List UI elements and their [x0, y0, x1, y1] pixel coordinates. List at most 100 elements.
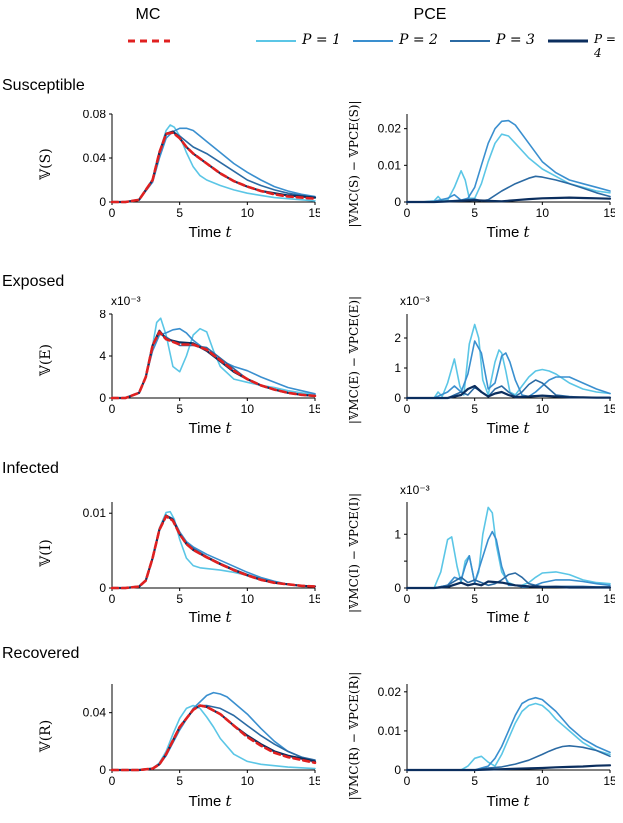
ylabel-var-r: 𝕍(R)	[38, 719, 54, 753]
series-mc	[110, 131, 317, 204]
x-tick-label: 5	[176, 402, 183, 416]
x-tick-label: 10	[536, 206, 550, 220]
x-tick-label: 15	[603, 206, 615, 220]
ylabel-var-s: 𝕍(S)	[38, 148, 54, 180]
exponent-exposed-right: x10⁻³	[400, 294, 430, 308]
y-tick-label: 0	[394, 195, 401, 209]
y-tick-label: 0.08	[83, 110, 107, 121]
y-tick-label: 0	[394, 391, 401, 405]
ylabel-err-e: |𝕍MC(E) − 𝕍PCE(E)|	[347, 295, 361, 425]
x-tick-label: 0	[109, 774, 116, 788]
ylabel-err-i: |𝕍MC(I) − 𝕍PCE(I)|	[347, 492, 361, 614]
legend-p4-label: P = 4	[594, 32, 616, 60]
x-tick-label: 0	[404, 206, 411, 220]
series-p3	[111, 514, 316, 589]
x-tick-label: 0	[404, 774, 411, 788]
x-tick-label: 15	[308, 592, 320, 606]
exponent-exposed-left: x10⁻³	[111, 294, 141, 308]
mc-header: MC	[135, 6, 161, 23]
x-tick-label: 0	[109, 402, 116, 416]
series-p4	[110, 704, 317, 772]
x-tick-label: 5	[176, 206, 183, 220]
chart-exposed-error: 0 5 10 15 0 1 2	[394, 314, 615, 416]
x-tick-label: 15	[603, 774, 615, 788]
xlabel-var-s: Time t	[188, 223, 232, 241]
y-tick-label: 1	[394, 527, 401, 541]
series-p3	[111, 332, 316, 399]
x-tick-label: 5	[471, 774, 478, 788]
section-title-exposed: Exposed	[2, 273, 65, 290]
series-p2	[406, 119, 611, 203]
section-title-recovered: Recovered	[2, 645, 80, 662]
exponent-infected-right: x10⁻³	[400, 483, 430, 497]
series-p4	[110, 130, 317, 204]
series-p4	[405, 580, 612, 590]
x-tick-label: 10	[241, 206, 255, 220]
chart-infected-variance: 0 5 10 15 0 0.01	[83, 502, 320, 606]
series-p2	[406, 696, 611, 771]
x-tick-label: 5	[176, 774, 183, 788]
xlabel-var-r: Time t	[188, 792, 232, 810]
y-tick-label: 0	[99, 391, 106, 405]
x-tick-label: 5	[471, 206, 478, 220]
y-tick-label: 8	[99, 310, 106, 321]
y-tick-label: 0	[99, 581, 106, 595]
series-p4	[405, 384, 612, 400]
series-mc	[110, 514, 317, 590]
xlabel-var-i: Time t	[188, 608, 232, 626]
xlabel-err-e: Time t	[486, 419, 530, 437]
series-p1	[111, 704, 316, 771]
y-tick-label: 1	[394, 361, 401, 375]
series-p2	[406, 530, 611, 589]
chart-susceptible-variance: 0 5 10 15 0 0.04 0.08	[83, 110, 320, 220]
series-p1	[406, 323, 611, 399]
x-tick-label: 10	[536, 592, 550, 606]
xlabel-var-e: Time t	[188, 419, 232, 437]
x-tick-label: 15	[603, 592, 615, 606]
series-p1	[406, 506, 611, 589]
y-tick-label: 2	[394, 331, 401, 345]
ylabel-var-i: 𝕍(I)	[38, 539, 54, 567]
x-tick-label: 15	[308, 774, 320, 788]
x-tick-label: 10	[241, 774, 255, 788]
y-tick-label: 0.01	[83, 506, 107, 520]
series-p1	[111, 510, 316, 589]
section-title-susceptible: Susceptible	[2, 77, 85, 94]
x-tick-label: 15	[308, 402, 320, 416]
series-p4	[405, 196, 612, 204]
x-tick-label: 15	[603, 402, 615, 416]
series-p3	[406, 745, 611, 771]
pce-header: PCE	[413, 6, 447, 23]
x-tick-label: 5	[176, 592, 183, 606]
legend-p3-label: P = 3	[496, 32, 535, 48]
y-tick-label: 0	[394, 581, 401, 595]
x-tick-label: 0	[404, 592, 411, 606]
chart-susceptible-error: 0 5 10 15 0 0.01 0.02	[378, 114, 615, 220]
section-title-infected: Infected	[2, 460, 59, 477]
xlabel-err-i: Time t	[486, 608, 530, 626]
y-tick-label: 0	[99, 195, 106, 209]
x-tick-label: 10	[241, 402, 255, 416]
x-tick-label: 0	[404, 402, 411, 416]
legend	[128, 39, 588, 43]
x-tick-label: 5	[471, 402, 478, 416]
series-p3	[111, 130, 316, 203]
y-tick-label: 4	[99, 349, 106, 363]
chart-recovered-variance: 0 5 10 15 0 0.04	[83, 684, 320, 788]
series-p3	[111, 704, 316, 771]
xlabel-err-r: Time t	[486, 792, 530, 810]
x-tick-label: 10	[536, 402, 550, 416]
series-p4	[405, 764, 612, 772]
series-p2	[111, 127, 316, 203]
y-tick-label: 0.04	[83, 706, 107, 720]
y-tick-label: 0.04	[83, 151, 107, 165]
y-tick-label: 0.02	[378, 122, 402, 136]
series-p1	[406, 133, 611, 203]
series-p2	[111, 514, 316, 589]
y-tick-label: 0.01	[378, 724, 402, 738]
series-p2	[406, 340, 611, 399]
legend-p1-label: P = 1	[302, 32, 341, 48]
series-mc	[110, 330, 317, 400]
x-tick-label: 0	[109, 206, 116, 220]
chart-exposed-variance: 0 5 10 15 0 4 8	[99, 310, 320, 416]
